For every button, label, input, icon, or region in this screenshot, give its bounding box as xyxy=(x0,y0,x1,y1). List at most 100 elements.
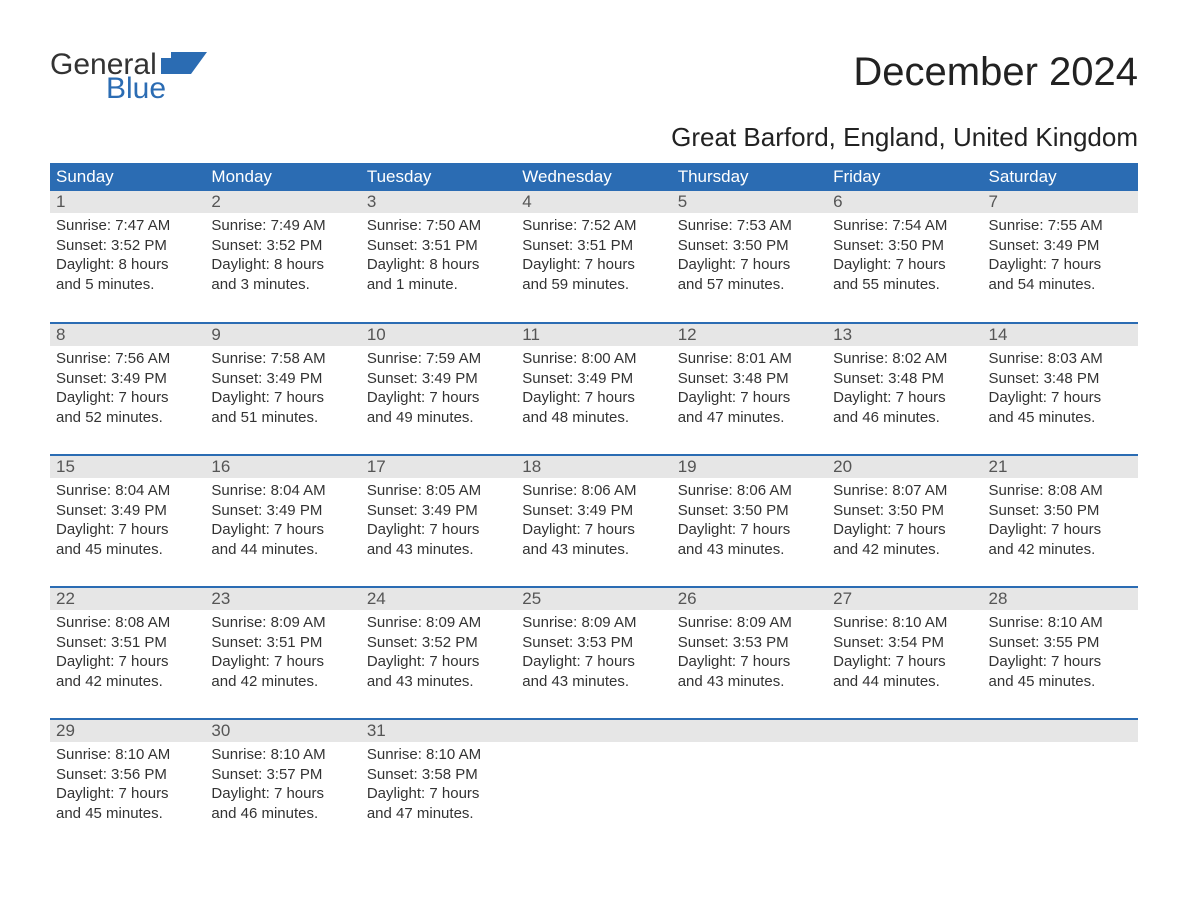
day-cell: 23Sunrise: 8:09 AMSunset: 3:51 PMDayligh… xyxy=(205,587,360,719)
day-detail: Sunrise: 8:09 AMSunset: 3:53 PMDaylight:… xyxy=(516,610,671,695)
header-row: SundayMondayTuesdayWednesdayThursdayFrid… xyxy=(50,163,1138,191)
day-cell: 31Sunrise: 8:10 AMSunset: 3:58 PMDayligh… xyxy=(361,719,516,851)
day-cell: 9Sunrise: 7:58 AMSunset: 3:49 PMDaylight… xyxy=(205,323,360,455)
daylight-text: Daylight: 7 hours xyxy=(522,255,665,275)
sunset-text: Sunset: 3:56 PM xyxy=(56,765,199,785)
daylight-text: Daylight: 8 hours xyxy=(211,255,354,275)
sunrise-text: Sunrise: 8:04 AM xyxy=(211,481,354,501)
day-detail: Sunrise: 8:09 AMSunset: 3:51 PMDaylight:… xyxy=(205,610,360,695)
week-row: 29Sunrise: 8:10 AMSunset: 3:56 PMDayligh… xyxy=(50,719,1138,851)
day-cell: 21Sunrise: 8:08 AMSunset: 3:50 PMDayligh… xyxy=(983,455,1138,587)
day-number: 15 xyxy=(50,456,205,478)
sunrise-text: Sunrise: 8:07 AM xyxy=(833,481,976,501)
day-detail: Sunrise: 7:52 AMSunset: 3:51 PMDaylight:… xyxy=(516,213,671,298)
daylight-text: and 5 minutes. xyxy=(56,275,199,295)
sunrise-text: Sunrise: 8:09 AM xyxy=(522,613,665,633)
sunrise-text: Sunrise: 8:04 AM xyxy=(56,481,199,501)
day-detail: Sunrise: 8:05 AMSunset: 3:49 PMDaylight:… xyxy=(361,478,516,563)
daylight-text: Daylight: 7 hours xyxy=(56,652,199,672)
daylight-text: and 52 minutes. xyxy=(56,408,199,428)
day-detail: Sunrise: 8:00 AMSunset: 3:49 PMDaylight:… xyxy=(516,346,671,431)
day-number: 25 xyxy=(516,588,671,610)
daylight-text: Daylight: 7 hours xyxy=(678,520,821,540)
day-number: 27 xyxy=(827,588,982,610)
day-header: Saturday xyxy=(983,163,1138,191)
day-detail: Sunrise: 7:58 AMSunset: 3:49 PMDaylight:… xyxy=(205,346,360,431)
day-cell: 28Sunrise: 8:10 AMSunset: 3:55 PMDayligh… xyxy=(983,587,1138,719)
day-number: 2 xyxy=(205,191,360,213)
day-cell: 16Sunrise: 8:04 AMSunset: 3:49 PMDayligh… xyxy=(205,455,360,587)
day-detail: Sunrise: 7:49 AMSunset: 3:52 PMDaylight:… xyxy=(205,213,360,298)
daylight-text: and 55 minutes. xyxy=(833,275,976,295)
sunrise-text: Sunrise: 8:10 AM xyxy=(989,613,1132,633)
day-header: Wednesday xyxy=(516,163,671,191)
daylight-text: and 43 minutes. xyxy=(522,672,665,692)
daylight-text: and 44 minutes. xyxy=(833,672,976,692)
daylight-text: and 42 minutes. xyxy=(56,672,199,692)
sunset-text: Sunset: 3:49 PM xyxy=(367,501,510,521)
day-detail: Sunrise: 8:06 AMSunset: 3:49 PMDaylight:… xyxy=(516,478,671,563)
day-detail: Sunrise: 7:47 AMSunset: 3:52 PMDaylight:… xyxy=(50,213,205,298)
day-detail: Sunrise: 8:01 AMSunset: 3:48 PMDaylight:… xyxy=(672,346,827,431)
sunrise-text: Sunrise: 8:06 AM xyxy=(678,481,821,501)
daylight-text: and 51 minutes. xyxy=(211,408,354,428)
day-header: Friday xyxy=(827,163,982,191)
sunrise-text: Sunrise: 7:49 AM xyxy=(211,216,354,236)
daylight-text: and 44 minutes. xyxy=(211,540,354,560)
month-title: December 2024 xyxy=(853,50,1138,95)
daylight-text: and 1 minute. xyxy=(367,275,510,295)
day-header: Thursday xyxy=(672,163,827,191)
sunset-text: Sunset: 3:53 PM xyxy=(678,633,821,653)
day-cell: 4Sunrise: 7:52 AMSunset: 3:51 PMDaylight… xyxy=(516,191,671,323)
day-detail: Sunrise: 8:09 AMSunset: 3:53 PMDaylight:… xyxy=(672,610,827,695)
sunset-text: Sunset: 3:48 PM xyxy=(678,369,821,389)
daylight-text: Daylight: 7 hours xyxy=(367,520,510,540)
daylight-text: Daylight: 7 hours xyxy=(522,652,665,672)
sunrise-text: Sunrise: 8:00 AM xyxy=(522,349,665,369)
day-detail: Sunrise: 7:56 AMSunset: 3:49 PMDaylight:… xyxy=(50,346,205,431)
daylight-text: and 45 minutes. xyxy=(989,672,1132,692)
logo-word2: Blue xyxy=(106,74,207,104)
sunset-text: Sunset: 3:49 PM xyxy=(522,369,665,389)
day-detail: Sunrise: 8:10 AMSunset: 3:55 PMDaylight:… xyxy=(983,610,1138,695)
day-detail: Sunrise: 8:10 AMSunset: 3:58 PMDaylight:… xyxy=(361,742,516,827)
daylight-text: and 48 minutes. xyxy=(522,408,665,428)
day-cell: 14Sunrise: 8:03 AMSunset: 3:48 PMDayligh… xyxy=(983,323,1138,455)
daylight-text: Daylight: 7 hours xyxy=(211,652,354,672)
sunrise-text: Sunrise: 7:59 AM xyxy=(367,349,510,369)
daylight-text: Daylight: 7 hours xyxy=(989,255,1132,275)
daylight-text: Daylight: 7 hours xyxy=(367,784,510,804)
sunrise-text: Sunrise: 7:56 AM xyxy=(56,349,199,369)
day-cell: 27Sunrise: 8:10 AMSunset: 3:54 PMDayligh… xyxy=(827,587,982,719)
day-number: 24 xyxy=(361,588,516,610)
day-number: 4 xyxy=(516,191,671,213)
daylight-text: Daylight: 7 hours xyxy=(56,520,199,540)
sunrise-text: Sunrise: 8:10 AM xyxy=(833,613,976,633)
daylight-text: Daylight: 7 hours xyxy=(367,388,510,408)
day-detail: Sunrise: 8:08 AMSunset: 3:50 PMDaylight:… xyxy=(983,478,1138,563)
sunset-text: Sunset: 3:51 PM xyxy=(56,633,199,653)
day-detail: Sunrise: 8:04 AMSunset: 3:49 PMDaylight:… xyxy=(205,478,360,563)
day-cell: 15Sunrise: 8:04 AMSunset: 3:49 PMDayligh… xyxy=(50,455,205,587)
day-detail: Sunrise: 8:10 AMSunset: 3:56 PMDaylight:… xyxy=(50,742,205,827)
sunrise-text: Sunrise: 8:10 AM xyxy=(367,745,510,765)
week-row: 1Sunrise: 7:47 AMSunset: 3:52 PMDaylight… xyxy=(50,191,1138,323)
day-detail: Sunrise: 7:55 AMSunset: 3:49 PMDaylight:… xyxy=(983,213,1138,298)
sunset-text: Sunset: 3:55 PM xyxy=(989,633,1132,653)
day-number: 23 xyxy=(205,588,360,610)
day-number: 8 xyxy=(50,324,205,346)
daylight-text: Daylight: 8 hours xyxy=(367,255,510,275)
daylight-text: Daylight: 7 hours xyxy=(211,520,354,540)
daylight-text: Daylight: 7 hours xyxy=(833,255,976,275)
week-row: 8Sunrise: 7:56 AMSunset: 3:49 PMDaylight… xyxy=(50,323,1138,455)
daylight-text: Daylight: 7 hours xyxy=(833,652,976,672)
daylight-text: and 43 minutes. xyxy=(678,672,821,692)
day-detail: Sunrise: 8:10 AMSunset: 3:54 PMDaylight:… xyxy=(827,610,982,695)
empty-day-number xyxy=(516,720,671,742)
daylight-text: and 46 minutes. xyxy=(833,408,976,428)
day-number: 7 xyxy=(983,191,1138,213)
sunset-text: Sunset: 3:50 PM xyxy=(833,501,976,521)
sunrise-text: Sunrise: 8:06 AM xyxy=(522,481,665,501)
day-cell: 7Sunrise: 7:55 AMSunset: 3:49 PMDaylight… xyxy=(983,191,1138,323)
day-cell: 10Sunrise: 7:59 AMSunset: 3:49 PMDayligh… xyxy=(361,323,516,455)
